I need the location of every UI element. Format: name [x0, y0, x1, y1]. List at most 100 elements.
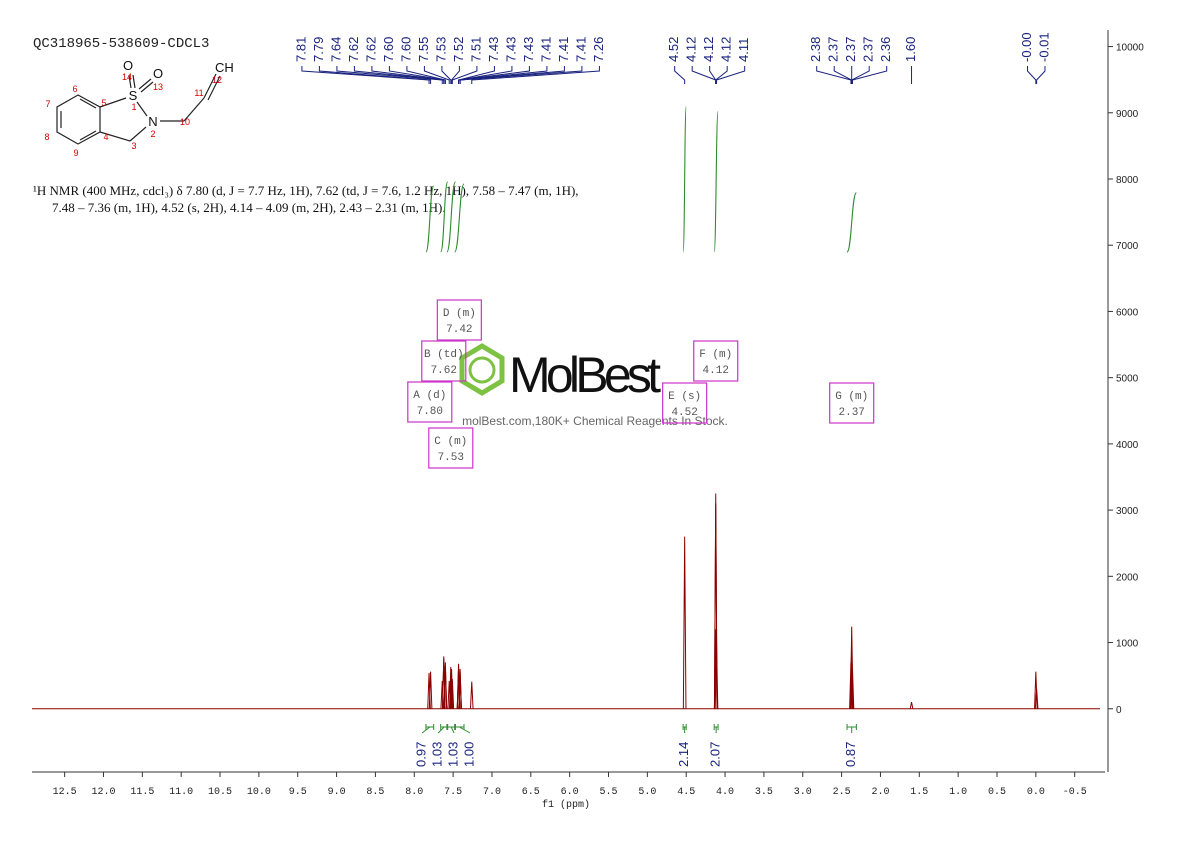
multiplet-shift: 2.37 — [839, 407, 865, 419]
peak — [849, 649, 854, 709]
multiplet-shift: 4.12 — [703, 365, 729, 377]
integral-curve — [425, 185, 435, 253]
x-tick-label: 4.5 — [677, 787, 695, 798]
x-tick-label: 5.0 — [638, 787, 656, 798]
x-tick-label: 11.0 — [169, 787, 193, 798]
peak-label: -0.01 — [1036, 32, 1051, 62]
peak-label: 4.11 — [736, 38, 751, 62]
watermark-logo — [459, 343, 505, 396]
y-tick-label: 3000 — [1116, 506, 1139, 517]
peak — [443, 665, 448, 709]
integral-leader — [450, 726, 455, 734]
peak-label: 1.60 — [903, 37, 918, 62]
multiplet-box — [662, 382, 708, 424]
integral-label: 2.07 — [708, 742, 723, 767]
peak-label: 2.37 — [826, 37, 841, 62]
integral-leader — [459, 726, 471, 734]
description-line: ¹H NMR (400 MHz, cdcl₃) δ 7.80 (d, J = 7… — [33, 183, 579, 198]
integral-curve — [713, 110, 719, 253]
multiplet-box — [829, 382, 875, 424]
peak — [1034, 688, 1039, 709]
peak-label: -0.00 — [1019, 32, 1034, 62]
peak-label: 7.43 — [503, 37, 518, 62]
y-tick-label: 10000 — [1116, 43, 1144, 54]
x-tick-label: 7.0 — [483, 787, 501, 798]
x-tick-label: 6.0 — [561, 787, 579, 798]
y-tick-label: 9000 — [1116, 109, 1139, 120]
structure-numbers: 14 13 1 2 10 11 12 3 4 5 6 7 8 9 — [44, 72, 222, 158]
atom-label: O — [123, 58, 133, 73]
peak-connector — [371, 66, 445, 84]
atom-label: O — [153, 66, 163, 81]
x-tick-label: 7.5 — [444, 787, 462, 798]
integral-label: 1.03 — [430, 742, 445, 767]
atom-number: 12 — [212, 75, 222, 85]
peak-connector — [715, 66, 728, 84]
atom-number: 8 — [44, 132, 49, 142]
multiplet-box — [436, 299, 482, 341]
watermark-brand: MolBest — [509, 347, 661, 403]
x-tick-label: 2.0 — [871, 787, 889, 798]
y-tick-label: 2000 — [1116, 572, 1139, 583]
x-tick-label: 4.0 — [716, 787, 734, 798]
multiplet-name: F (m) — [699, 349, 732, 361]
atom-number: 11 — [194, 88, 203, 98]
peak-label: 7.53 — [433, 37, 448, 62]
peak — [713, 503, 718, 709]
x-tick-label: 3.0 — [794, 787, 812, 798]
peak-connector — [674, 66, 686, 84]
peak-connector — [451, 66, 460, 84]
atom-number: 6 — [72, 84, 77, 94]
peak-label: 7.43 — [521, 37, 536, 62]
chart-title: QC318965-538609-CDCL3 — [33, 36, 209, 52]
integral-label: 0.87 — [843, 742, 858, 767]
integral-curve — [454, 183, 465, 253]
atom-number: 5 — [101, 98, 106, 108]
peak-label: 7.60 — [398, 37, 413, 62]
x-tick-label: 1.0 — [949, 787, 967, 798]
atom-number: 4 — [103, 132, 108, 142]
multiplet-name: C (m) — [434, 436, 467, 448]
multiplet-shift: 7.62 — [431, 365, 457, 377]
structure-atoms: O O S N CH — [123, 58, 234, 129]
multiplet-shift: 7.80 — [417, 406, 443, 418]
peak-connector — [336, 66, 443, 84]
atom-number: 10 — [180, 117, 190, 127]
multiplet-name: A (d) — [413, 390, 446, 402]
peak-label: 7.81 — [293, 37, 308, 62]
integral-leader — [421, 726, 431, 734]
peak-connector — [459, 66, 583, 84]
peak-label: 7.52 — [451, 37, 466, 62]
atom-label: N — [148, 114, 157, 129]
x-tick-label: 10.5 — [208, 787, 232, 798]
peak-label: 4.12 — [719, 37, 734, 62]
x-tick-label: 5.5 — [600, 787, 618, 798]
atom-label: CH — [215, 60, 234, 75]
atom-number: 13 — [153, 82, 163, 92]
peak-connector — [318, 66, 432, 84]
peak-label: 7.41 — [538, 37, 553, 62]
y-tick-label: 5000 — [1116, 374, 1139, 385]
multiplet-box — [693, 340, 739, 382]
x-tick-label: 8.5 — [366, 787, 384, 798]
x-axis-label: f1 (ppm) — [542, 799, 590, 811]
multiplet-name: B (td) — [424, 349, 464, 361]
peak-label: 7.41 — [573, 37, 588, 62]
peak-label: 2.37 — [843, 37, 858, 62]
integral-label: 2.14 — [676, 742, 691, 767]
peak-label: 2.37 — [861, 37, 876, 62]
peak-label: 7.62 — [346, 37, 361, 62]
description-line: 7.48 – 7.36 (m, 1H), 4.52 (s, 2H), 4.14 … — [52, 200, 446, 215]
x-tick-label: 12.0 — [91, 787, 115, 798]
watermark-tagline: molBest.com,180K+ Chemical Reagents In S… — [462, 414, 728, 428]
peak-connector — [471, 66, 600, 84]
x-tick-label: 12.5 — [53, 787, 77, 798]
peak-label: 2.36 — [878, 37, 893, 62]
peak-label: 7.26 — [591, 37, 606, 62]
peak-connector — [406, 66, 446, 84]
peak-label: 7.79 — [311, 37, 326, 62]
integral-curve — [440, 181, 449, 253]
x-tick-label: 0.0 — [1027, 787, 1045, 798]
atom-number: 2 — [150, 129, 155, 139]
